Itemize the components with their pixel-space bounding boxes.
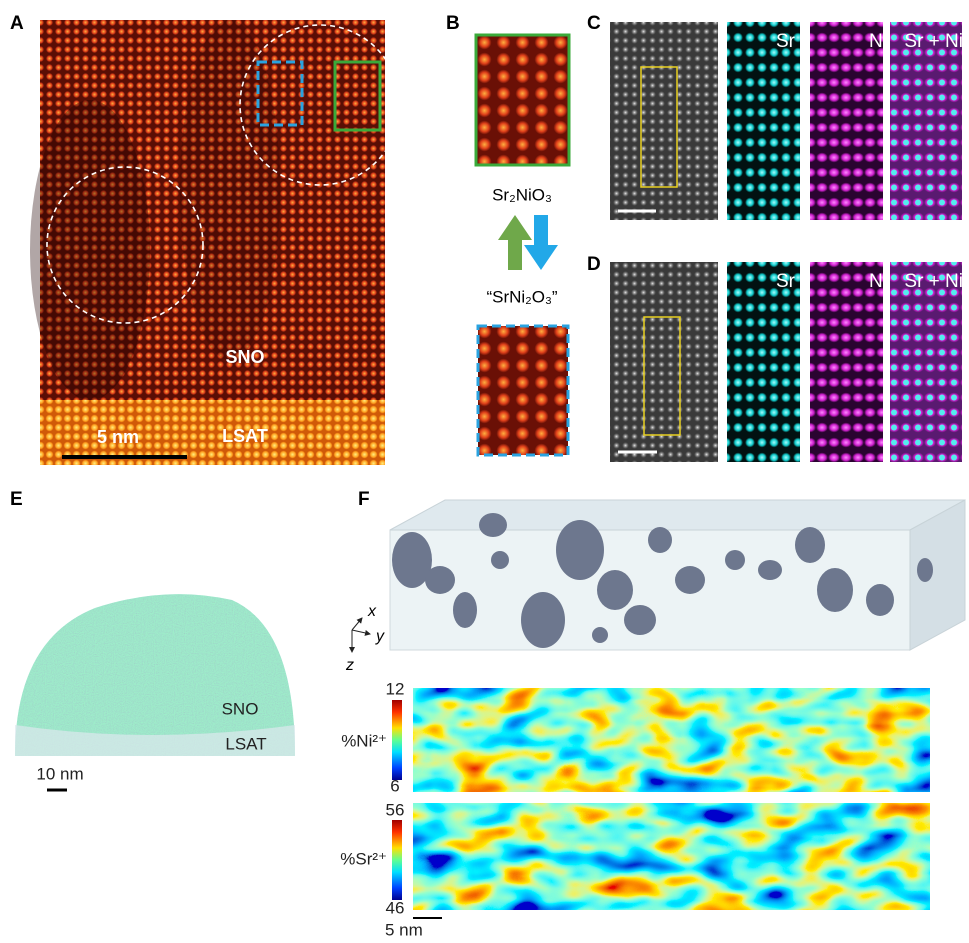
colorbar-label: %Sr²⁺ (340, 849, 387, 868)
map-label: Sr (776, 31, 796, 52)
phase-label: “SrNi₂O₃” (486, 287, 557, 306)
scale-bar-label: 5 nm (97, 427, 139, 447)
map-label: Sr + Ni (904, 31, 963, 52)
colorbar-min: 46 (386, 898, 405, 917)
map-label: Ni (869, 271, 887, 292)
phase-label: Sr₂NiO₃ (492, 185, 552, 204)
arrow-down (524, 215, 558, 270)
crop-green (476, 35, 569, 165)
substrate-label: LSAT (222, 426, 268, 446)
scale-bar-label: 5 nm (385, 920, 423, 939)
colorbar (392, 700, 402, 780)
crop-blue (478, 326, 568, 455)
stem-image-a (30, 20, 400, 465)
substrate-label: LSAT (225, 734, 266, 753)
axis-label: x (367, 603, 377, 620)
map-label: Sr (776, 271, 796, 292)
panel-label: E (10, 489, 23, 510)
film-label: SNO (222, 699, 259, 718)
colorbar-label: %Ni²⁺ (341, 731, 387, 750)
map-label: Sr + Ni (904, 271, 963, 292)
colorbar-min: 6 (390, 776, 399, 795)
panel-label: F (358, 489, 370, 510)
axis-label: y (375, 628, 385, 645)
apt-reconstruction (15, 594, 295, 790)
panel-label: C (587, 13, 601, 34)
heatmap-ni (413, 688, 930, 792)
isosurface-box (352, 500, 965, 652)
map-label: Ni (869, 31, 887, 52)
figure: A SNO LSAT 5 nm B Sr₂NiO₃ “SrNi₂O₃” C Sr… (0, 0, 969, 943)
colorbar (392, 820, 402, 900)
panel-label: A (10, 13, 24, 34)
film-label: SNO (225, 347, 264, 367)
heatmap-sr (413, 803, 930, 910)
arrow-up (498, 215, 532, 270)
panel-label: B (446, 13, 460, 34)
colorbar-max: 56 (386, 800, 405, 819)
scale-bar-label: 10 nm (36, 764, 83, 783)
panel-label: D (587, 254, 601, 275)
colorbar-max: 12 (386, 679, 405, 698)
axis-label: z (345, 657, 354, 674)
